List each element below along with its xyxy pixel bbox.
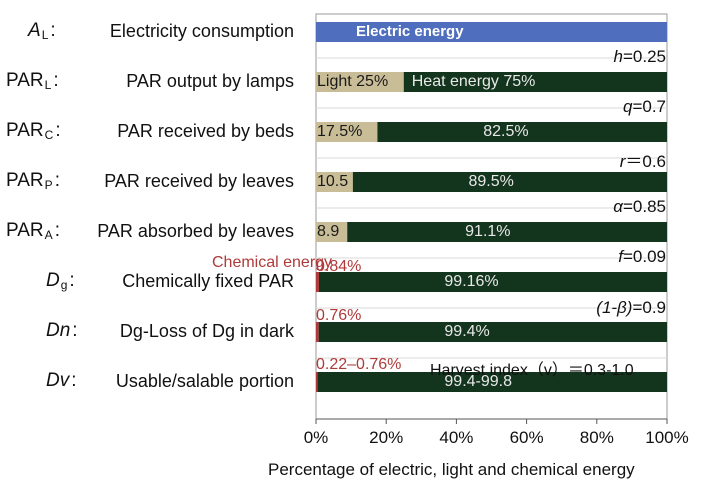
row-symbol: PARL:	[6, 70, 59, 92]
bar-segment-light	[316, 122, 378, 142]
segment-value-label: 99.4-99.8	[444, 373, 512, 390]
x-tick-label: 0%	[303, 428, 329, 447]
row-symbol: AL:	[28, 20, 56, 42]
bar-segment-heat	[318, 322, 667, 342]
row-symbol: Dv:	[46, 370, 77, 391]
row-description: PAR received by leaves	[104, 171, 294, 191]
row-description: Dg-Loss of Dg in dark	[119, 321, 294, 341]
segment-value-label: 8.9	[317, 223, 340, 240]
bar-segments	[316, 22, 667, 392]
x-tick-label: 20%	[369, 428, 404, 447]
parameter-label: h=0.25	[613, 47, 666, 66]
bar-segment-heat	[317, 372, 667, 392]
chem-dv-label: 0.22–0.76%	[316, 356, 402, 373]
harvest-index-label: Harvest index（v）＝0.3-1.0	[430, 362, 634, 379]
row-description: Usable/salable portion	[115, 371, 294, 391]
bar-segment-heat	[403, 72, 667, 92]
row-symbol: PARP:	[6, 170, 60, 192]
segment-value-label: 82.5%	[483, 123, 529, 140]
segment-value-label: 91.1%	[465, 223, 511, 240]
segment-value-label: 17.5%	[317, 123, 363, 140]
chart-axes	[315, 418, 668, 424]
parameter-label: f=0.09	[618, 247, 666, 266]
segment-value-label: Light 25%	[317, 73, 389, 90]
chemical-energy-label: Chemical energy	[212, 254, 333, 271]
row-symbol: PARC:	[6, 120, 61, 142]
bar-segment-chemical	[316, 272, 319, 292]
parameter-label: r＝0.6	[619, 152, 666, 171]
parameter-label: α=0.85	[613, 197, 666, 216]
segment-value-label: Heat energy 75%	[411, 73, 536, 90]
row-description: PAR received by beds	[117, 121, 294, 141]
bar-segment-light	[316, 72, 404, 92]
row-description: Chemically fixed PAR	[122, 271, 294, 291]
x-tick-label: 60%	[509, 428, 544, 447]
x-tick-label: 80%	[579, 428, 614, 447]
x-axis-label: Percentage of electric, light and chemic…	[268, 460, 635, 479]
row-symbol: Dn:	[46, 320, 78, 341]
bar-segment-light	[316, 222, 348, 242]
bar-segment-chemical	[316, 372, 318, 392]
bar-segment-heat	[347, 222, 667, 242]
segment-value-label: 89.5%	[468, 173, 514, 190]
bar-segment-heat	[318, 272, 667, 292]
row-symbol: PARA:	[6, 220, 60, 242]
segment-value-label: Electric energy	[356, 23, 464, 40]
x-tick-label: 100%	[645, 428, 689, 447]
bar-segment-heat	[352, 172, 667, 192]
bar-segment-electric	[316, 22, 667, 42]
parameter-label: q=0.7	[622, 97, 666, 116]
segment-value-label: 99.16%	[444, 273, 499, 290]
segment-value-label: 10.5	[317, 173, 349, 190]
row-description: PAR absorbed by leaves	[97, 221, 294, 241]
x-tick-label: 40%	[439, 428, 474, 447]
row-description: Electricity consumption	[109, 21, 294, 41]
bar-segment-chemical	[316, 322, 319, 342]
row-symbol: Dg:	[46, 270, 75, 292]
parameter-label: (1-β)=0.9	[596, 298, 666, 317]
bar-segment-heat	[377, 122, 667, 142]
chem-dg-label: 0.84%	[316, 258, 362, 275]
chem-dn-label: 0.76%	[316, 307, 362, 324]
segment-value-label: 99.4%	[444, 323, 490, 340]
bar-segment-light	[316, 172, 353, 192]
row-description: PAR output by lamps	[126, 71, 294, 91]
